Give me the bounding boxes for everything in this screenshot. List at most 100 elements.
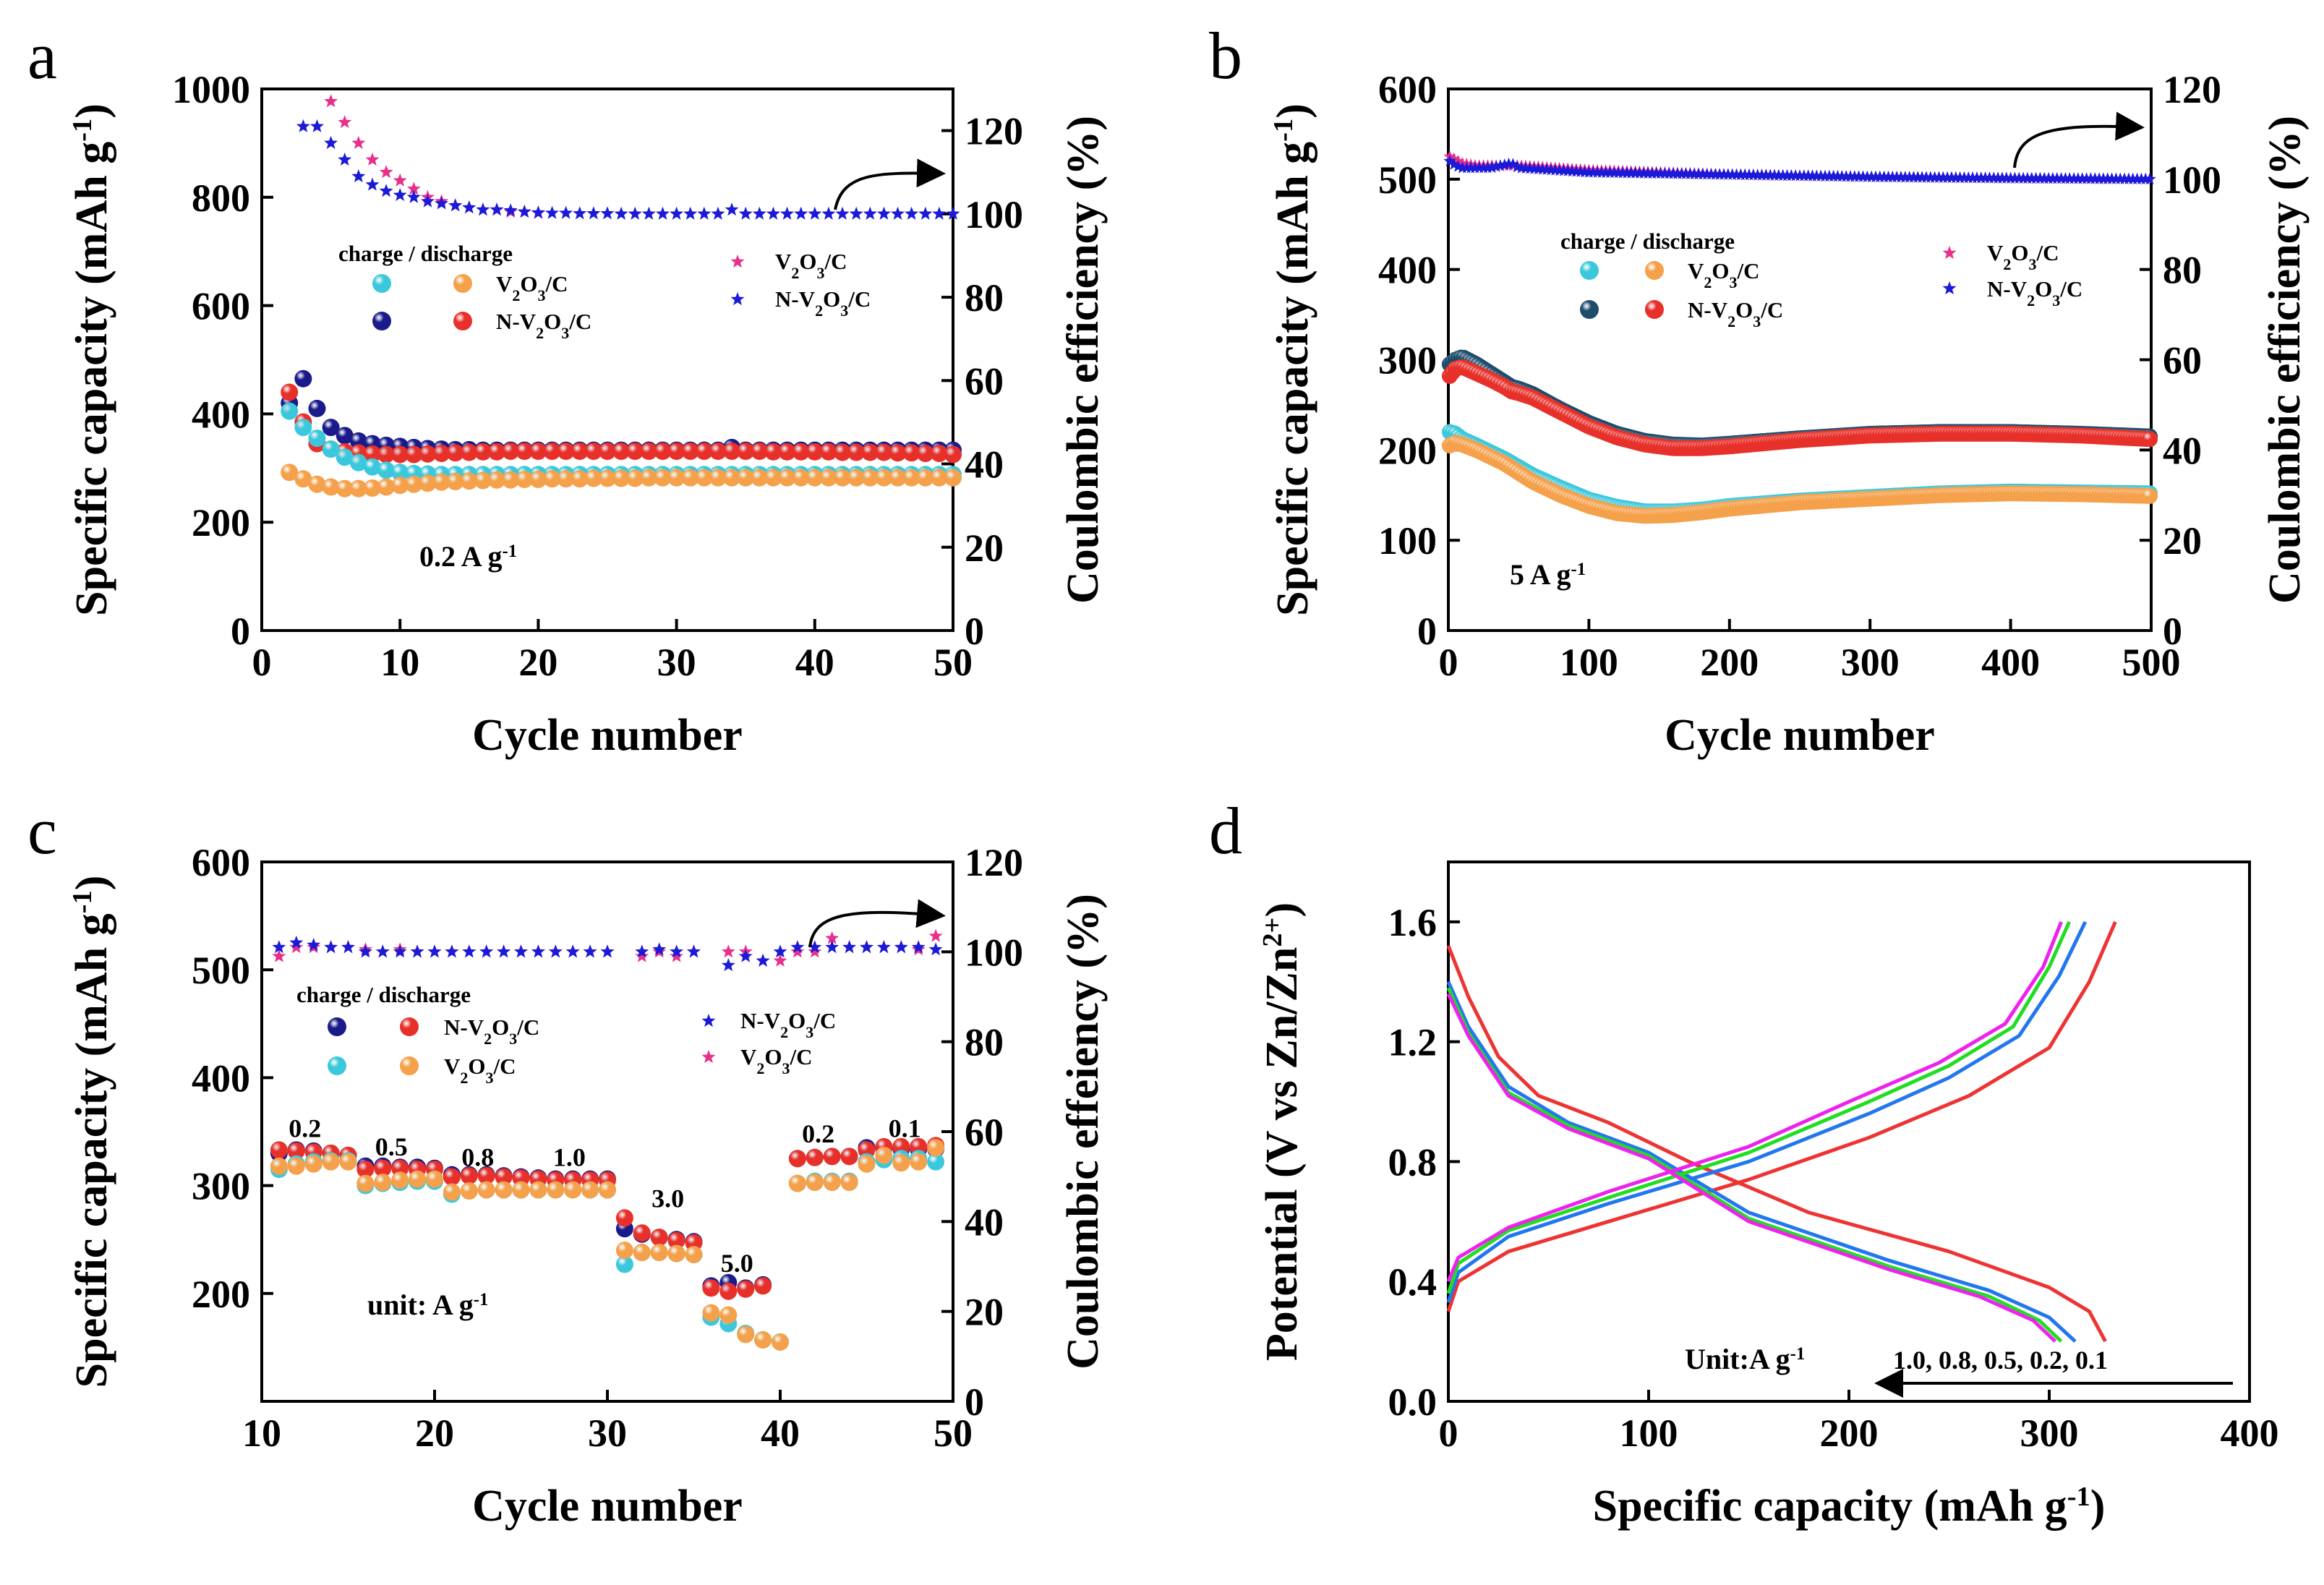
data-point-c-1 (823, 1148, 841, 1166)
ce-point-c-4 (670, 949, 684, 962)
ce-point-c-5 (289, 935, 304, 949)
data-point-a-3 (460, 472, 478, 490)
legend-marker (1580, 300, 1599, 319)
y-right-tick-label: 40 (2163, 429, 2202, 472)
data-point-c-3 (840, 1174, 858, 1192)
ce-point-a-5 (517, 205, 531, 218)
ce-point-a-5 (780, 206, 795, 220)
ce-point-c-5 (808, 940, 822, 954)
y-tick-label: 1000 (172, 68, 250, 111)
data-point-c-3 (754, 1330, 772, 1349)
x-tick-label: 50 (934, 1411, 973, 1455)
y-axis-label-left: Potential (V vs Zn/Zn2+) (1257, 902, 1307, 1361)
data-point-a-1 (709, 443, 727, 461)
ce-point-a-5 (628, 206, 642, 220)
y-right-tick-label: 100 (2163, 158, 2221, 202)
ce-point-a-5 (683, 206, 698, 220)
x-tick-label: 20 (415, 1411, 454, 1455)
ce-point-b-5 (1443, 154, 1456, 167)
data-point-c-3 (270, 1157, 288, 1175)
data-point-c-1 (615, 1209, 633, 1227)
legend-star (1942, 281, 1957, 295)
legend-label-n: N-V2O3/C (444, 1014, 539, 1048)
legend-marker (1645, 261, 1664, 280)
ce-point-a-4 (406, 181, 421, 195)
ce-point-c-4 (790, 944, 805, 958)
data-point-a-3 (847, 469, 866, 487)
rate-label: 0.5 (375, 1132, 408, 1161)
ce-point-a-4 (338, 115, 352, 129)
data-point-a-3 (599, 469, 616, 487)
ce-axis-arrow (2013, 111, 2145, 168)
ce-point-c-5 (358, 944, 372, 958)
data-point-a-3 (308, 475, 326, 493)
x-tick-label: 100 (1560, 641, 1618, 684)
y-right-tick-label: 60 (2163, 339, 2202, 383)
legend-star (701, 1050, 716, 1064)
data-point-a-3 (281, 463, 299, 482)
data-point-a-2 (363, 458, 381, 476)
data-point-a-3 (446, 473, 464, 491)
plot-frame (1447, 860, 2251, 1403)
curve-discharge-0.5 (1446, 987, 2063, 1343)
ce-point-c-4 (635, 949, 649, 962)
ce-point-c-5 (324, 940, 338, 954)
ce-point-c-5 (738, 949, 753, 962)
data-point-a-1 (488, 443, 506, 461)
data-point-a-3 (349, 479, 367, 497)
legend-star (1942, 246, 1957, 260)
data-point-c-1 (650, 1229, 668, 1247)
legend-title: charge / discharge (338, 241, 513, 266)
y-right-tick-label: 20 (2163, 519, 2202, 563)
data-point-c-3 (685, 1246, 703, 1264)
data-point-a-1 (681, 443, 699, 461)
data-point-c-1 (806, 1148, 824, 1166)
data-point-a-2 (294, 419, 312, 437)
data-point-a-1 (695, 443, 713, 461)
data-point-a-3 (875, 469, 893, 487)
data-point-c-1 (391, 1159, 409, 1177)
ce-point-a-5 (448, 198, 463, 212)
data-point-c-3 (615, 1242, 633, 1260)
data-point-a-3 (419, 474, 437, 492)
ce-point-a-5 (821, 206, 836, 220)
x-tick-label: 200 (1700, 641, 1759, 684)
rate-label: 0.1 (889, 1114, 921, 1142)
data-point-c-3 (426, 1170, 443, 1188)
data-point-a-2 (322, 440, 340, 458)
y-tick-label: 1.6 (1388, 901, 1437, 944)
data-point-a-1 (764, 443, 782, 461)
data-point-a-2 (391, 463, 409, 482)
ce-point-a-5 (338, 152, 352, 166)
ce-point-a-5 (932, 206, 947, 220)
ce-point-b-5 (1490, 160, 1503, 172)
ce-point-a-4 (365, 152, 380, 166)
x-tick-label: 100 (1620, 1411, 1678, 1455)
panel-letter-b: b (1209, 19, 1242, 93)
ce-point-a-5 (614, 206, 628, 220)
data-point-a-1 (847, 443, 866, 461)
x-tick-label: 30 (588, 1411, 627, 1455)
ce-point-a-5 (794, 206, 808, 220)
data-point-c-3 (512, 1181, 530, 1199)
ce-point-a-5 (600, 206, 615, 220)
data-point-c-3 (356, 1174, 375, 1192)
ce-point-a-5 (420, 194, 435, 208)
y-axis-label-left: Specific capacity (mAh g-1) (67, 103, 116, 616)
ce-point-a-5 (476, 202, 490, 216)
y-right-tick-label: 80 (965, 276, 1004, 320)
ce-point-c-5 (600, 944, 615, 958)
x-tick-label: 0 (1439, 641, 1458, 684)
y-tick-label: 0 (231, 610, 250, 653)
data-point-a-1 (612, 443, 631, 461)
data-point-c-3 (477, 1181, 495, 1199)
y-tick-label: 500 (1378, 158, 1437, 202)
ce-point-c-5 (341, 940, 355, 954)
data-point-a-3 (612, 469, 631, 487)
legend-label-v2o3: V2O3/C (496, 271, 568, 304)
data-point-c-3 (581, 1181, 599, 1199)
ce-point-b-5 (1485, 161, 1498, 174)
ce-point-b-5 (2143, 172, 2156, 185)
data-point-a-1 (516, 443, 534, 461)
data-point-c-1 (512, 1169, 530, 1187)
